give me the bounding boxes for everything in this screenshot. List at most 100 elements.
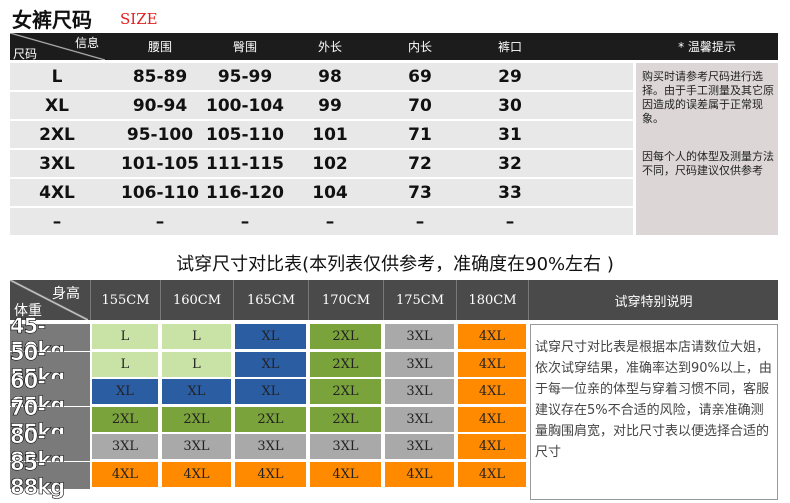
size-cell: 4XL — [458, 461, 526, 487]
fit-header-bar — [10, 280, 778, 320]
measurement: 30 — [498, 95, 522, 116]
size-cell: 4XL — [385, 461, 454, 487]
size-label: L — [51, 66, 63, 87]
height-header: 175CM — [383, 280, 456, 320]
note-text: 试穿尺寸对比表是根据本店请数位大姐，依次试穿结果，准确率达到90%以上，由于每一… — [535, 340, 772, 460]
measurement: 32 — [498, 153, 522, 174]
column-header: 内长 — [407, 40, 432, 54]
column-header: 臀围 — [232, 40, 257, 54]
corner-top: 身高 — [52, 286, 80, 302]
weight-label: 85-88kg — [10, 451, 90, 499]
corner-diagonal — [10, 33, 105, 60]
height-header: 170CM — [308, 280, 383, 320]
size-row — [10, 121, 633, 148]
header-bar — [10, 33, 778, 60]
size-cell: XL — [162, 379, 231, 404]
measurement: 72 — [408, 153, 432, 174]
size-cell: L — [162, 324, 231, 349]
size-cell: 2XL — [235, 406, 306, 432]
size-cell: L — [92, 324, 158, 349]
corner-diagonal — [10, 280, 88, 320]
height-header: 155CM — [90, 280, 160, 320]
corner-top: 信息 — [75, 36, 100, 50]
size-cell: XL — [235, 324, 306, 349]
measurement: 106-110 — [120, 182, 200, 203]
size-cell: 4XL — [458, 379, 526, 404]
measurement: 70 — [408, 95, 432, 116]
size-label: – — [52, 211, 62, 232]
measurement: 100-104 — [205, 95, 285, 116]
note-text: 购买时请参考尺码进行选择。由于手工测量及其它原因造成的误差属于正常现象。 — [642, 70, 774, 125]
size-cell: 3XL — [92, 434, 158, 459]
size-row — [10, 150, 633, 177]
size-cell: 3XL — [385, 324, 454, 349]
size-cell: 3XL — [235, 434, 306, 459]
size-cell: 2XL — [310, 406, 381, 432]
size-cell: 2XL — [310, 379, 381, 404]
measurement: 73 — [408, 182, 432, 203]
measurement: 104 — [312, 182, 348, 203]
size-row — [10, 208, 633, 235]
size-cell: 4XL — [458, 324, 526, 349]
measurement: 101 — [312, 124, 348, 145]
column-header: 腰围 — [147, 40, 172, 54]
measurement: 71 — [408, 124, 432, 145]
size-cell: L — [92, 351, 158, 377]
size-cell: 4XL — [310, 461, 381, 487]
measurement: 105-110 — [205, 124, 285, 145]
size-cell: 3XL — [385, 434, 454, 459]
measurement: – — [505, 211, 515, 232]
measurement: – — [240, 211, 250, 232]
column-header: 裤口 — [497, 40, 522, 54]
measurement: 95-100 — [126, 124, 194, 145]
measurement: – — [415, 211, 425, 232]
size-cell: 3XL — [385, 379, 454, 404]
size-cell: XL — [92, 379, 158, 404]
measurement: 29 — [498, 66, 522, 87]
size-cell: 3XL — [385, 406, 454, 432]
size-cell: XL — [235, 351, 306, 377]
note-text: 因每个人的体型及测量方法不同，尺码建议仅供参考 — [642, 150, 774, 177]
measurement: 98 — [318, 66, 342, 87]
measurement: 111-115 — [205, 153, 285, 174]
note-box — [530, 324, 778, 500]
size-label: 3XL — [39, 153, 75, 174]
size-cell: 4XL — [458, 406, 526, 432]
weight-label: 80-82kg — [10, 423, 90, 472]
measurement: – — [155, 211, 165, 232]
note-box — [636, 63, 778, 235]
height-header: 180CM — [456, 280, 528, 320]
size-cell: 2XL — [310, 324, 381, 349]
size-row — [10, 92, 633, 119]
measurement: 90-94 — [132, 95, 188, 116]
size-cell: 4XL — [458, 434, 526, 459]
size-cell: 2XL — [310, 351, 381, 377]
weight-label: 70-75kg — [10, 396, 90, 444]
measurement: – — [325, 211, 335, 232]
size-label: 4XL — [39, 182, 75, 203]
size-row — [10, 63, 633, 90]
measurement: 85-89 — [132, 66, 188, 87]
size-cell: 3XL — [310, 434, 381, 459]
corner-bottom: 尺码 — [13, 47, 38, 61]
measurement: 33 — [498, 182, 522, 203]
size-cell: 2XL — [92, 406, 158, 432]
measurement: 31 — [498, 124, 522, 145]
measurement: 99 — [318, 95, 342, 116]
corner-bottom: 体重 — [14, 303, 42, 319]
fit-title: 试穿尺寸对比表(本列表仅供参考，准确度在90%左右 ) — [176, 254, 614, 275]
measurement: 102 — [312, 153, 348, 174]
size-cell: L — [162, 351, 231, 377]
size-cell: 4XL — [162, 461, 231, 487]
note-header: 试穿特别说明 — [528, 280, 778, 320]
weight-label: 45-50kg — [10, 313, 90, 362]
size-cell: 2XL — [162, 406, 231, 432]
measurement: 116-120 — [205, 182, 285, 203]
height-header: 165CM — [233, 280, 308, 320]
size-cell: XL — [235, 379, 306, 404]
size-label: 2XL — [39, 124, 75, 145]
size-cell: 4XL — [458, 351, 526, 377]
size-cell: 3XL — [385, 351, 454, 377]
size-cell: 4XL — [92, 461, 158, 487]
